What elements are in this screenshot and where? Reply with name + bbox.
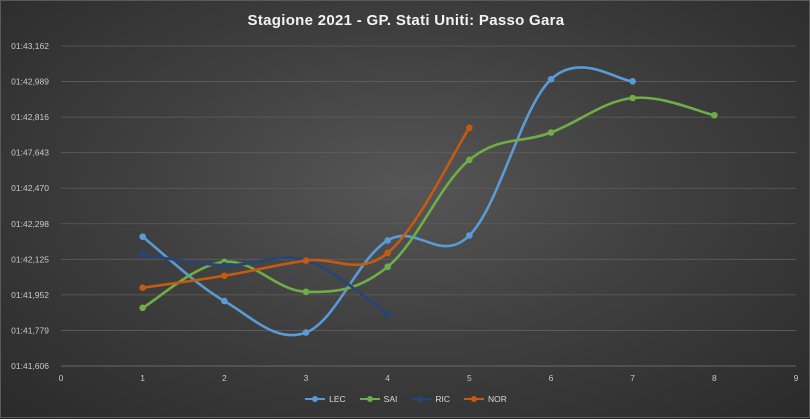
data-point-sai [629, 94, 636, 102]
legend-label: SAI [383, 394, 398, 404]
data-point-sai [302, 288, 310, 296]
data-point-lec [139, 233, 146, 241]
data-point-ric [221, 261, 228, 269]
data-point-sai [466, 156, 473, 164]
x-tick-label: 5 [467, 373, 472, 383]
legend-swatch [464, 396, 484, 402]
x-tick-label: 2 [222, 373, 227, 383]
x-tick-label: 4 [385, 373, 390, 383]
legend-item-nor: NOR [464, 394, 507, 404]
data-point-nor [466, 124, 473, 132]
legend-label: NOR [488, 394, 507, 404]
data-point-ric [139, 251, 146, 258]
y-tick-label: 01:43,162 [11, 41, 49, 51]
chart-legend: LEC SAI RIC NOR [1, 394, 810, 404]
y-tick-label: 01:41,779 [11, 325, 49, 335]
legend-swatch [305, 396, 326, 402]
y-tick-label: 01:41,952 [11, 290, 49, 300]
x-tick-label: 6 [549, 373, 554, 383]
legend-label: RIC [435, 394, 450, 404]
chart-title: Stagione 2021 - GP. Stati Uniti: Passo G… [247, 12, 565, 29]
y-tick-label: 01:42,298 [11, 219, 49, 229]
y-tick-label: 01:42,989 [11, 77, 49, 87]
legend-label: LEC [329, 394, 346, 404]
legend-swatch [411, 396, 432, 402]
data-point-lec [302, 329, 310, 336]
data-point-lec [384, 237, 391, 244]
data-point-sai [547, 129, 555, 136]
legend-item-ric: RIC [411, 394, 450, 404]
data-point-ric [384, 311, 391, 318]
y-tick-label: 01:41,606 [11, 361, 49, 371]
y-tick-label: 01:47,643 [11, 148, 49, 158]
x-tick-label: 1 [140, 373, 145, 383]
y-tick-label: 01:42,125 [11, 254, 49, 264]
data-point-nor [221, 272, 228, 280]
data-point-sai [711, 111, 718, 119]
data-point-lec [221, 297, 228, 305]
series-line-sai [141, 96, 716, 310]
x-tick-label: 8 [712, 373, 717, 383]
legend-swatch [359, 396, 380, 402]
data-point-sai [384, 263, 391, 271]
data-point-lec [547, 75, 555, 83]
series-line-nor [141, 126, 471, 289]
x-tick-label: 3 [304, 373, 309, 383]
data-point-nor [302, 257, 310, 264]
data-point-lec [466, 232, 473, 239]
data-point-nor [384, 249, 391, 257]
series-line-ric [141, 253, 389, 316]
y-tick-label: 01:42,816 [11, 112, 49, 122]
data-point-nor [139, 284, 146, 291]
data-point-sai [139, 304, 146, 312]
y-tick-label: 01:42,470 [11, 183, 49, 193]
legend-item-lec: LEC [305, 394, 346, 404]
data-point-lec [629, 78, 636, 85]
x-tick-label: 9 [794, 373, 799, 383]
x-tick-label: 0 [59, 373, 64, 383]
legend-item-sai: SAI [359, 394, 398, 404]
x-tick-label: 7 [630, 373, 635, 383]
